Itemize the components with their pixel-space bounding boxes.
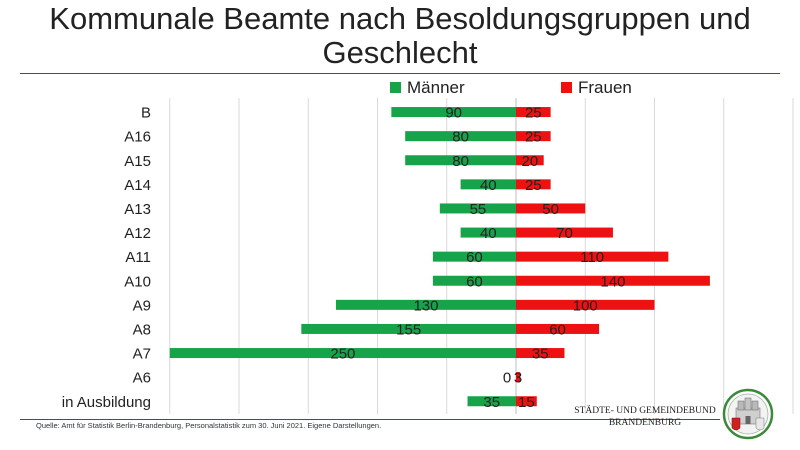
category-label: A11 xyxy=(125,249,151,266)
category-label: A10 xyxy=(124,273,151,290)
data-label-maenner: 40 xyxy=(480,225,497,242)
bar-chart: Männer Frauen B A16 A15 A14 A13 A12 A11 A10 A9 A8 A… xyxy=(0,74,800,420)
legend-label-frauen: Frauen xyxy=(578,78,632,97)
brand-name: STÄDTE- UND GEMEINDEBUND BRANDENBURG xyxy=(572,405,718,429)
data-label-maenner: 250 xyxy=(330,346,355,363)
data-label-frauen: 70 xyxy=(556,225,573,242)
data-label-frauen: 25 xyxy=(525,177,542,194)
data-label-maenner: 60 xyxy=(466,273,483,290)
data-label-frauen: 140 xyxy=(600,273,625,290)
data-label-frauen: 50 xyxy=(542,201,559,218)
data-labels: 90 25 80 25 80 20 40 25 55 50 40 70 60 110 60 140 130 100… xyxy=(330,105,625,411)
data-label-frauen: 20 xyxy=(522,153,539,170)
category-label: A7 xyxy=(133,346,151,363)
data-label-maenner: 90 xyxy=(445,105,462,122)
data-label-maenner: 40 xyxy=(480,177,497,194)
data-label-frauen: 35 xyxy=(532,346,549,363)
data-label-maenner: 35 xyxy=(483,394,500,411)
data-label-maenner: 155 xyxy=(396,321,421,338)
data-label-frauen: 60 xyxy=(549,321,566,338)
data-label-frauen: 25 xyxy=(525,105,542,122)
category-label: A14 xyxy=(124,177,151,194)
category-label: B xyxy=(141,105,151,122)
category-label: A13 xyxy=(124,201,151,218)
legend-swatch-maenner xyxy=(390,82,401,93)
chart-bars xyxy=(170,107,710,406)
category-label: in Ausbildung xyxy=(62,394,151,411)
brand-line-1: STÄDTE- UND GEMEINDEBUND xyxy=(572,405,718,417)
data-label-frauen: 3 xyxy=(514,370,522,387)
category-label: A15 xyxy=(124,153,151,170)
category-label: A9 xyxy=(133,297,151,314)
data-label-frauen: 110 xyxy=(580,249,604,266)
data-label-maenner: 60 xyxy=(466,249,483,266)
data-label-maenner: 130 xyxy=(413,297,438,314)
category-label: A6 xyxy=(133,370,151,387)
category-label: A8 xyxy=(133,321,151,338)
page-title: Kommunale Beamte nach Besoldungsgruppen … xyxy=(0,2,800,70)
coat-of-arms-icon xyxy=(722,388,774,440)
data-label-maenner: 80 xyxy=(452,153,469,170)
data-label-maenner: 80 xyxy=(452,129,469,146)
data-label-frauen: 15 xyxy=(518,394,535,411)
category-labels: B A16 A15 A14 A13 A12 A11 A10 A9 A8 A7 A6 in Ausbild… xyxy=(62,105,151,411)
legend-label-maenner: Männer xyxy=(407,78,465,97)
category-label: A12 xyxy=(124,225,151,242)
brand-line-2: BRANDENBURG xyxy=(572,417,718,429)
chart-legend: Männer Frauen xyxy=(390,78,632,97)
source-note: Quelle: Amt für Statistik Berlin-Branden… xyxy=(36,421,381,430)
category-label: A16 xyxy=(124,129,151,146)
data-label-maenner: 55 xyxy=(470,201,487,218)
data-label-frauen: 25 xyxy=(525,129,542,146)
legend-swatch-frauen xyxy=(561,82,572,93)
data-label-frauen: 100 xyxy=(573,297,598,314)
data-label-maenner: 0 xyxy=(503,370,511,387)
